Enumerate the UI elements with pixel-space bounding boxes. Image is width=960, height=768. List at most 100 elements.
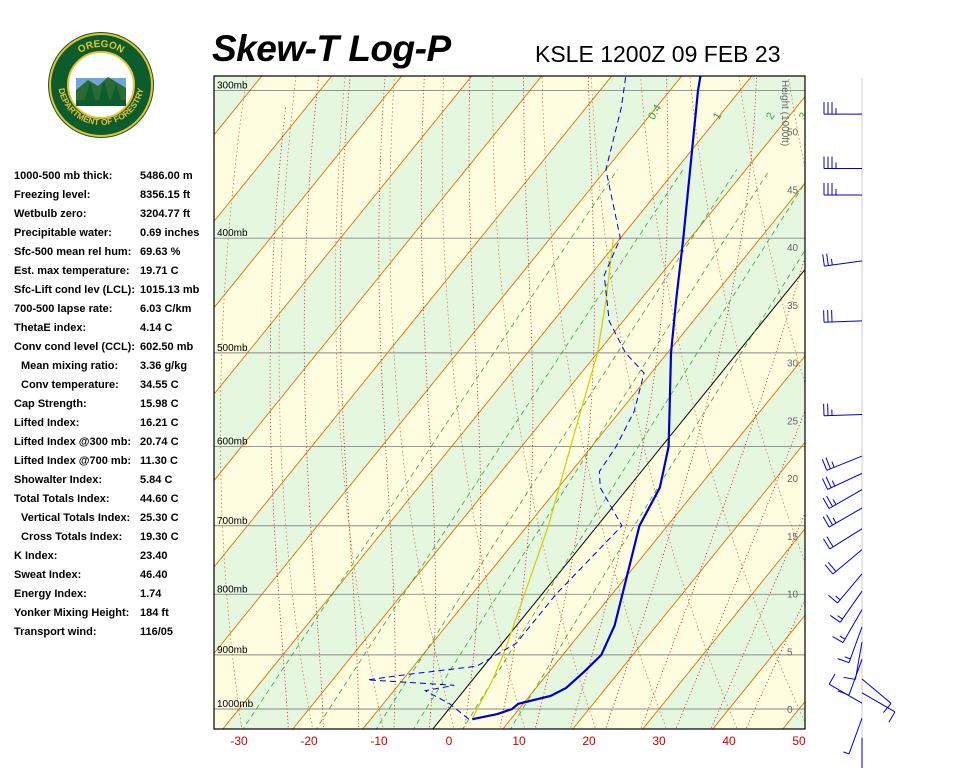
wind-barb-feather <box>832 517 837 524</box>
index-value: 184 ft <box>140 607 169 619</box>
wind-barb-feather <box>830 615 841 623</box>
wind-barb-feather <box>831 480 836 487</box>
wind-barb-feather <box>831 461 835 468</box>
wind-barb-feather <box>832 636 844 644</box>
wind-barb-feather <box>843 676 856 680</box>
wind-barb <box>828 573 863 604</box>
wind-barb-feather <box>883 703 892 713</box>
index-value: 116/05 <box>140 626 174 638</box>
height-tick-label: 0 <box>787 705 793 716</box>
height-tick-label: 40 <box>787 243 799 254</box>
wind-barb-feather <box>826 495 833 507</box>
isotherm-line <box>214 76 403 309</box>
moist-adiabat-line <box>269 107 289 729</box>
index-row: Freezing level: 8356.15 ft <box>14 185 214 204</box>
index-row: 1000-500 mb thick: 5486.00 m <box>14 166 214 185</box>
index-label: Sfc-500 mean rel hum: <box>14 246 132 258</box>
wind-barb-feather <box>825 457 831 469</box>
pressure-label: 1000mb <box>217 699 254 710</box>
temperature-tick-label: 10 <box>512 734 526 748</box>
isotherm-line <box>214 76 613 568</box>
wind-barb-feather <box>822 516 830 528</box>
temperature-tick-label: 0 <box>446 734 453 748</box>
index-row: Vertical Totals Index: 25.30 C <box>14 508 214 527</box>
index-row: 700-500 lapse rate: 6.03 C/km <box>14 299 214 318</box>
wind-barb <box>843 641 863 680</box>
wind-barb <box>828 673 863 704</box>
index-value: 5486.00 m <box>140 170 193 182</box>
wind-barb <box>823 309 863 323</box>
temperature-tick-label: 30 <box>652 734 666 748</box>
parcel-trace <box>471 238 614 720</box>
index-row: Est. max temperature: 19.71 C <box>14 261 214 280</box>
index-value: 69.63 % <box>140 246 181 258</box>
height-tick-label: 20 <box>787 474 799 485</box>
mixing-ratio-line <box>510 249 805 729</box>
pressure-label: 700mb <box>217 516 248 527</box>
wind-barb <box>861 678 892 713</box>
wind-barb <box>822 507 863 528</box>
temperature-tick-label: 50 <box>792 734 806 748</box>
index-row: K Index: 23.40 <box>14 546 214 565</box>
wind-barb <box>823 183 862 196</box>
index-value: 8356.15 ft <box>140 189 191 201</box>
stability-indices-panel: 1000-500 mb thick: 5486.00 m Freezing leve… <box>14 166 214 641</box>
wind-barb-feather <box>835 595 841 601</box>
index-label: K Index: <box>14 550 58 562</box>
index-label: Lifted Index @300 mb: <box>14 436 132 448</box>
index-row: Showalter Index: 5.84 C <box>14 470 214 489</box>
index-row: ThetaE index: 4.14 C <box>14 318 214 337</box>
wind-barb-feather <box>826 514 833 526</box>
index-value: 25.30 C <box>140 512 179 524</box>
wind-barb <box>824 549 863 575</box>
index-row: Lifted Index @700 mb: 11.30 C <box>14 451 214 470</box>
wind-barb-staff <box>842 609 863 643</box>
mixing-ratio-line <box>315 169 684 729</box>
wind-barb-staff <box>824 260 863 267</box>
temperature-tick-label: -10 <box>370 734 388 748</box>
wind-barb-staff <box>828 489 863 509</box>
temperature-trace <box>472 76 702 721</box>
dry-adiabat-line <box>492 76 597 729</box>
isotherm-band <box>214 76 752 729</box>
wind-barb-feather <box>826 536 834 548</box>
wind-barb <box>822 472 863 490</box>
wind-barb-staff <box>839 590 863 623</box>
index-row: Sfc-500 mean rel hum: 69.63 % <box>14 242 214 261</box>
wind-barb-staff <box>848 718 863 755</box>
height-tick-label: 25 <box>787 416 799 427</box>
wind-barb <box>861 692 896 723</box>
dry-adiabat-line <box>640 76 805 724</box>
index-row: Sfc-Lift cond lev (LCL): 1015.13 mb <box>14 280 214 299</box>
wind-barb <box>821 455 863 471</box>
moist-adiabat-line <box>303 76 324 729</box>
wind-barb-staff <box>829 528 863 550</box>
pressure-label: 500mb <box>217 343 248 354</box>
index-label: Showalter Index: <box>14 474 103 486</box>
index-value: 23.40 <box>140 550 168 562</box>
height-tick-label: 35 <box>787 301 799 312</box>
dry-adiabat-line <box>590 76 738 729</box>
wind-barb-feather <box>826 253 829 266</box>
index-row: Conv cond level (CCL): 602.50 mb <box>14 337 214 356</box>
index-value: 6.03 C/km <box>140 303 192 315</box>
index-label: Sweat Index: <box>14 569 82 581</box>
wind-barb <box>861 737 863 768</box>
index-value: 602.50 mb <box>140 341 194 353</box>
index-label: ThetaE index: <box>14 322 87 334</box>
wind-barb-feather <box>888 711 896 723</box>
zero-isotherm-line <box>432 268 805 729</box>
index-label: 700-500 lapse rate: <box>14 303 113 315</box>
height-tick-label: 30 <box>787 359 799 370</box>
svg-text:OREGON: OREGON <box>76 39 126 56</box>
index-value: 15.98 C <box>140 398 179 410</box>
wind-barb-staff <box>826 455 863 471</box>
index-value: 3.36 g/kg <box>140 360 188 372</box>
wind-barb-staff <box>824 320 863 323</box>
height-tick-label: 5 <box>787 647 793 658</box>
pressure-label: 400mb <box>217 228 248 239</box>
index-row: Wetbulb zero: 3204.77 ft <box>14 204 214 223</box>
index-label: Lifted Index @700 mb: <box>14 455 132 467</box>
index-row: Total Totals Index: 44.60 C <box>14 489 214 508</box>
wind-barb-staff <box>848 659 863 696</box>
